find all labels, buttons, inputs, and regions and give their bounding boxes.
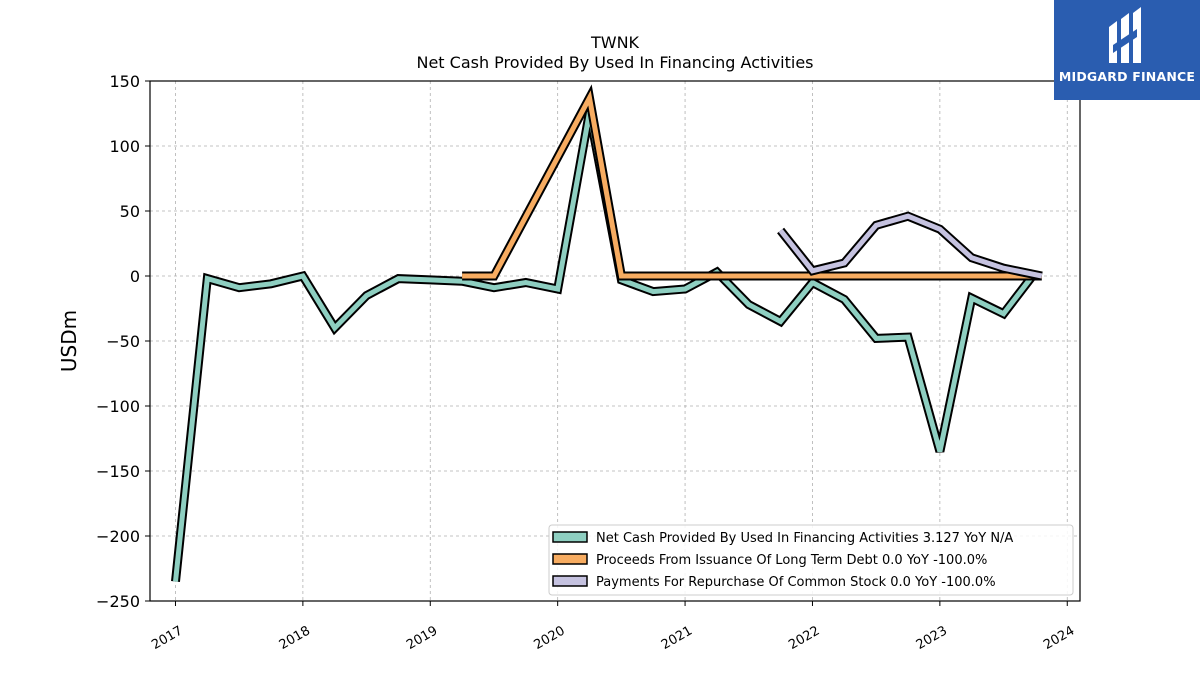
data-point — [619, 274, 624, 279]
y-tick-label: 50 — [120, 202, 140, 221]
data-point — [937, 274, 942, 279]
data-point — [1001, 311, 1006, 316]
data-point — [1001, 266, 1006, 271]
data-point — [778, 274, 783, 279]
legend-swatch — [552, 531, 588, 543]
series-line — [778, 213, 1043, 279]
data-point — [1039, 274, 1044, 279]
data-point — [587, 95, 592, 100]
y-tick-label: 150 — [109, 72, 140, 91]
data-point — [683, 287, 688, 292]
data-point — [523, 280, 528, 285]
y-axis: 150 100 50 0 −50 −100 −150 −200 −250 — [96, 72, 150, 611]
y-tick-label: −200 — [96, 527, 140, 546]
y-tick-label: 100 — [109, 137, 140, 156]
data-point — [332, 326, 337, 331]
y-tick-label: 0 — [130, 267, 140, 286]
legend: Net Cash Provided By Used In Financing A… — [548, 524, 1074, 596]
chart-title: TWNK — [590, 33, 640, 52]
x-tick-label: 2017 — [149, 623, 185, 653]
plot-series — [171, 84, 1044, 584]
legend-label: Net Cash Provided By Used In Financing A… — [596, 531, 1013, 546]
logo-text: MIDGARD FINANCE — [1058, 69, 1196, 84]
series-3 — [777, 211, 1044, 281]
y-tick-label: −150 — [96, 462, 140, 481]
data-point — [651, 274, 656, 279]
legend-label: Proceeds From Issuance Of Long Term Debt… — [596, 553, 987, 568]
data-point — [746, 274, 751, 279]
x-tick-label: 2022 — [786, 623, 822, 653]
data-point — [396, 276, 401, 281]
x-tick-label: 2023 — [914, 623, 950, 653]
y-tick-label: −100 — [96, 397, 140, 416]
data-point — [651, 289, 656, 294]
data-point — [969, 274, 974, 279]
data-point — [842, 261, 847, 266]
data-point — [937, 227, 942, 232]
legend-swatch — [552, 575, 588, 587]
data-point — [237, 285, 242, 290]
legend-label: Payments For Repurchase Of Common Stock … — [596, 575, 996, 590]
data-point — [492, 285, 497, 290]
data-point — [746, 302, 751, 307]
data-point — [1001, 274, 1006, 279]
data-point — [937, 449, 942, 454]
data-point — [300, 274, 305, 279]
data-point — [364, 293, 369, 298]
series-2 — [460, 84, 1042, 281]
data-point — [428, 277, 433, 282]
x-tick-label: 2021 — [659, 623, 695, 653]
data-point — [173, 579, 178, 584]
x-tick-label: 2024 — [1041, 623, 1077, 653]
y-tick-label: −250 — [96, 592, 140, 611]
data-point — [810, 280, 815, 285]
grid — [150, 80, 1080, 602]
data-point — [969, 296, 974, 301]
data-point — [492, 274, 497, 279]
data-point — [460, 274, 465, 279]
midgard-logo-icon — [1109, 7, 1141, 63]
data-point — [906, 335, 911, 340]
x-tick-label: 2019 — [404, 623, 440, 653]
legend-box — [548, 524, 1074, 596]
data-point — [269, 281, 274, 286]
y-axis-label: USDm — [57, 310, 81, 372]
legend-swatch — [552, 553, 588, 565]
series-line — [462, 90, 1042, 279]
data-point — [906, 214, 911, 219]
data-point — [842, 274, 847, 279]
data-point — [205, 276, 210, 281]
x-tick-label: 2020 — [532, 623, 568, 653]
series-line-outline — [462, 84, 1042, 281]
data-point — [778, 228, 783, 233]
data-point — [874, 223, 879, 228]
data-point — [906, 274, 911, 279]
data-point — [555, 287, 560, 292]
x-tick-label: 2018 — [277, 623, 313, 653]
data-point — [969, 255, 974, 260]
data-point — [778, 319, 783, 324]
x-axis: 2017 2018 2019 2020 2021 2022 2023 2024 — [149, 601, 1077, 653]
data-point — [874, 336, 879, 341]
data-point — [714, 274, 719, 279]
y-tick-label: −50 — [106, 332, 140, 351]
data-point — [874, 274, 879, 279]
midgard-finance-logo: MIDGARD FINANCE — [1054, 0, 1200, 100]
chart-subtitle: Net Cash Provided By Used In Financing A… — [416, 53, 813, 72]
data-point — [810, 268, 815, 273]
data-point — [842, 297, 847, 302]
data-point — [683, 274, 688, 279]
